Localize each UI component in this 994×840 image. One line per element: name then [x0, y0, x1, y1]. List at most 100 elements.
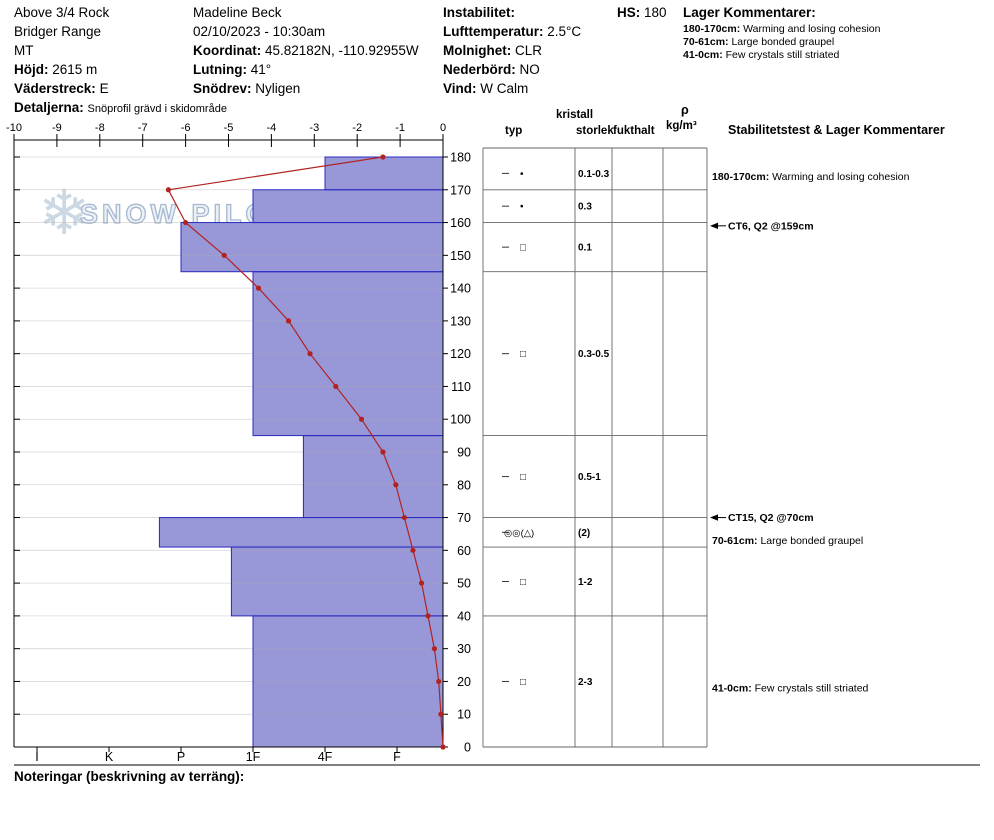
temperature-point: [380, 154, 386, 160]
grain-type-symbol: •: [520, 169, 524, 180]
pit-info-location: Bridger Range: [14, 24, 102, 39]
snowflake-icon: ❄: [38, 179, 90, 248]
temp-tick-label: -5: [224, 122, 234, 134]
col-header-density-unit: kg/m³: [666, 120, 697, 132]
pit-info-weather: Instabilitet:: [443, 5, 516, 20]
header-layer-comment: 180-170cm: Warming and losing cohesion: [683, 23, 881, 35]
pit-info-weather: Nederbörd: NO: [443, 62, 540, 77]
pit-info-observer: 02/10/2023 - 10:30am: [193, 24, 326, 39]
pit-info-observer: Lutning: 41°: [193, 62, 272, 77]
hardness-label: 1F: [246, 750, 261, 764]
temperature-point: [333, 383, 339, 390]
hs-total-depth: HS: 180: [617, 5, 667, 20]
pit-info-observer: Madeline Beck: [193, 5, 282, 20]
temperature-point: [440, 744, 446, 750]
pit-info-location: MT: [14, 43, 34, 58]
grain-type-symbol: □: [520, 677, 526, 688]
pit-info-header: Above 3/4 Rock Bridger Range MT Höjd: 2615 …: [0, 0, 994, 130]
grain-type-symbol: □: [520, 243, 526, 254]
grain-size-value: 2-3: [578, 677, 593, 688]
layer-bar: [231, 547, 443, 616]
grain-type-symbol: □: [520, 577, 526, 588]
depth-label: 140: [450, 282, 471, 296]
layer-bar: [253, 271, 443, 436]
test-arrow-head: [710, 514, 718, 521]
temp-tick-label: -6: [181, 122, 191, 134]
grain-size-value: 1-2: [578, 577, 593, 588]
layer-bar: [253, 189, 443, 223]
temperature-point: [436, 678, 442, 685]
depth-label: 150: [450, 249, 471, 263]
temperature-point: [393, 482, 399, 488]
lager-comments-title: Lager Kommentarer:: [683, 5, 816, 20]
temp-tick-label: -1: [395, 122, 405, 134]
temp-tick-label: 0: [440, 122, 446, 134]
grain-size-value: 0.1: [578, 243, 592, 254]
depth-label: 10: [457, 708, 471, 722]
hardness-label: I: [35, 750, 38, 764]
test-arrow-head: [710, 222, 718, 230]
col-header-stability-tests: Stabilitetstest & Lager Kommentarer: [728, 123, 945, 137]
temp-tick-label: -7: [138, 122, 148, 134]
layer-comment: 180-170cm: Warming and losing cohesion: [712, 171, 910, 183]
grain-size-value: 0.3: [578, 202, 592, 213]
grain-size-value: 0.5-1: [578, 472, 601, 483]
grain-type-symbol: □: [520, 472, 526, 483]
temperature-point: [165, 187, 172, 193]
temperature-point: [401, 514, 407, 521]
temperature-point: [380, 449, 386, 455]
pit-info-weather: Molnighet: CLR: [443, 43, 542, 58]
depth-label: 170: [450, 183, 471, 197]
temperature-point: [358, 416, 365, 422]
temperature-point: [438, 711, 444, 717]
grain-size-value: 0.3-0.5: [578, 349, 610, 360]
temperature-point: [431, 646, 438, 652]
pit-info-observer: Snödrev: Nyligen: [193, 81, 301, 96]
temp-tick-label: -8: [95, 122, 105, 134]
grain-size-value: (2): [578, 528, 590, 539]
temperature-point: [418, 580, 425, 586]
depth-label: 180: [450, 151, 471, 165]
col-header-typ: typ: [505, 125, 523, 137]
pit-info-weather: Lufttemperatur: 2.5°C: [443, 24, 582, 39]
pit-info-location: Höjd: 2615 m: [14, 62, 98, 77]
temp-tick-label: -3: [309, 122, 319, 134]
stability-test-result: CT6, Q2 @159cm: [728, 220, 814, 232]
pit-info-observer: Koordinat: 45.82182N, -110.92955W: [193, 43, 419, 58]
header-layer-comment: 70-61cm: Large bonded graupel: [683, 36, 835, 48]
temperature-point: [285, 318, 292, 324]
layer-bar: [303, 435, 443, 518]
temperature-point: [425, 613, 431, 619]
pit-info-weather: Vind: W Calm: [443, 81, 529, 96]
depth-label: 90: [457, 446, 471, 460]
grain-type-symbol: □: [520, 349, 526, 360]
header-layer-comment: 41-0cm: Few crystals still striated: [683, 49, 840, 61]
depth-label: 0: [464, 741, 471, 755]
col-header-kristall: kristall: [556, 109, 594, 121]
temp-tick-label: -4: [267, 122, 277, 134]
hardness-label: 4F: [318, 750, 333, 764]
hardness-label: P: [177, 750, 185, 764]
grain-size-value: 0.1-0.3: [578, 169, 610, 180]
temperature-point: [221, 252, 227, 258]
pit-info-location: Detaljerna: Snöprofil grävd i skidområde: [14, 100, 227, 115]
temp-tick-label: -10: [6, 122, 22, 134]
temperature-point: [307, 351, 313, 357]
depth-label: 20: [457, 675, 471, 689]
layer-comment: 41-0cm: Few crystals still striated: [712, 683, 869, 695]
pit-info-location: Above 3/4 Rock: [14, 5, 110, 20]
hardness-label: F: [393, 750, 401, 764]
temperature-point: [183, 219, 189, 226]
noteringar-heading: Noteringar (beskrivning av terräng):: [14, 769, 245, 784]
depth-label: 130: [450, 314, 471, 328]
layer-comment: 70-61cm: Large bonded graupel: [712, 535, 863, 547]
depth-label: 80: [457, 478, 471, 492]
depth-label: 40: [457, 609, 471, 623]
col-header-fukthalt: fukthalt: [613, 125, 655, 137]
pit-info-location: Väderstreck: E: [14, 81, 109, 96]
hardness-label: K: [105, 750, 114, 764]
temp-tick-label: -2: [352, 122, 362, 134]
stability-test-result: CT15, Q2 @70cm: [728, 512, 814, 524]
